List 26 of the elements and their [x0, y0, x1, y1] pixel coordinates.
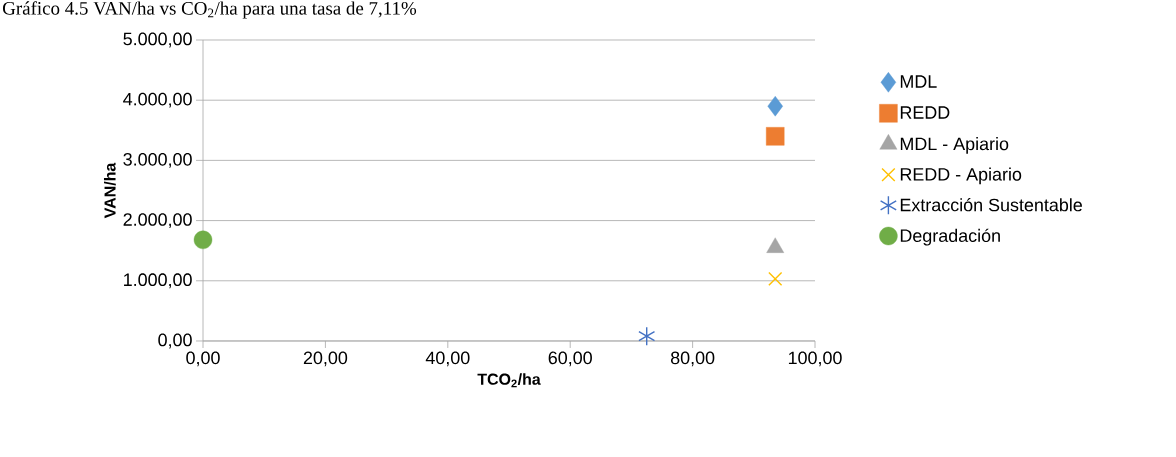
- point: [768, 271, 783, 287]
- legend-label: Degradación: [900, 228, 1000, 246]
- legend-label: REDD: [900, 106, 950, 119]
- y-tick-label: 1.000,00: [124, 273, 192, 289]
- point: [766, 127, 785, 146]
- point: [767, 96, 783, 117]
- point: [638, 326, 656, 346]
- x-tick-label: 100,00: [788, 351, 842, 367]
- legend-label: REDD - Apiario: [900, 167, 1022, 185]
- x-tick-label: 60,00: [548, 351, 592, 367]
- x-axis-title: TCO$_{2}$/ha: [477, 373, 541, 388]
- y-axis-title: VAN/ha: [103, 162, 116, 219]
- y-tick-label: 2.000,00: [123, 213, 192, 228]
- legend-label: Extracción Sustentable: [900, 197, 1082, 212]
- chart-title: Gráfico 4.5 VAN/ha vs CO$_{2}$/ha para una tasa de 7,11%: [2, 1, 417, 19]
- x-tick-label: 0,00: [186, 351, 220, 367]
- legend-label: MDL: [900, 75, 937, 88]
- y-tick-label: 0,00: [158, 333, 192, 349]
- y-tick-label: 3.000,00: [123, 152, 192, 168]
- x-tick-label: 40,00: [425, 351, 470, 367]
- legend-label: MDL - Apiario: [900, 137, 1009, 154]
- x-tick-label: 80,00: [670, 351, 715, 367]
- point: [193, 230, 213, 250]
- x-tick-label: 20,00: [303, 351, 348, 367]
- y-tick-label: 5.000,00: [123, 32, 192, 48]
- y-tick-label: 4.000,00: [123, 92, 192, 108]
